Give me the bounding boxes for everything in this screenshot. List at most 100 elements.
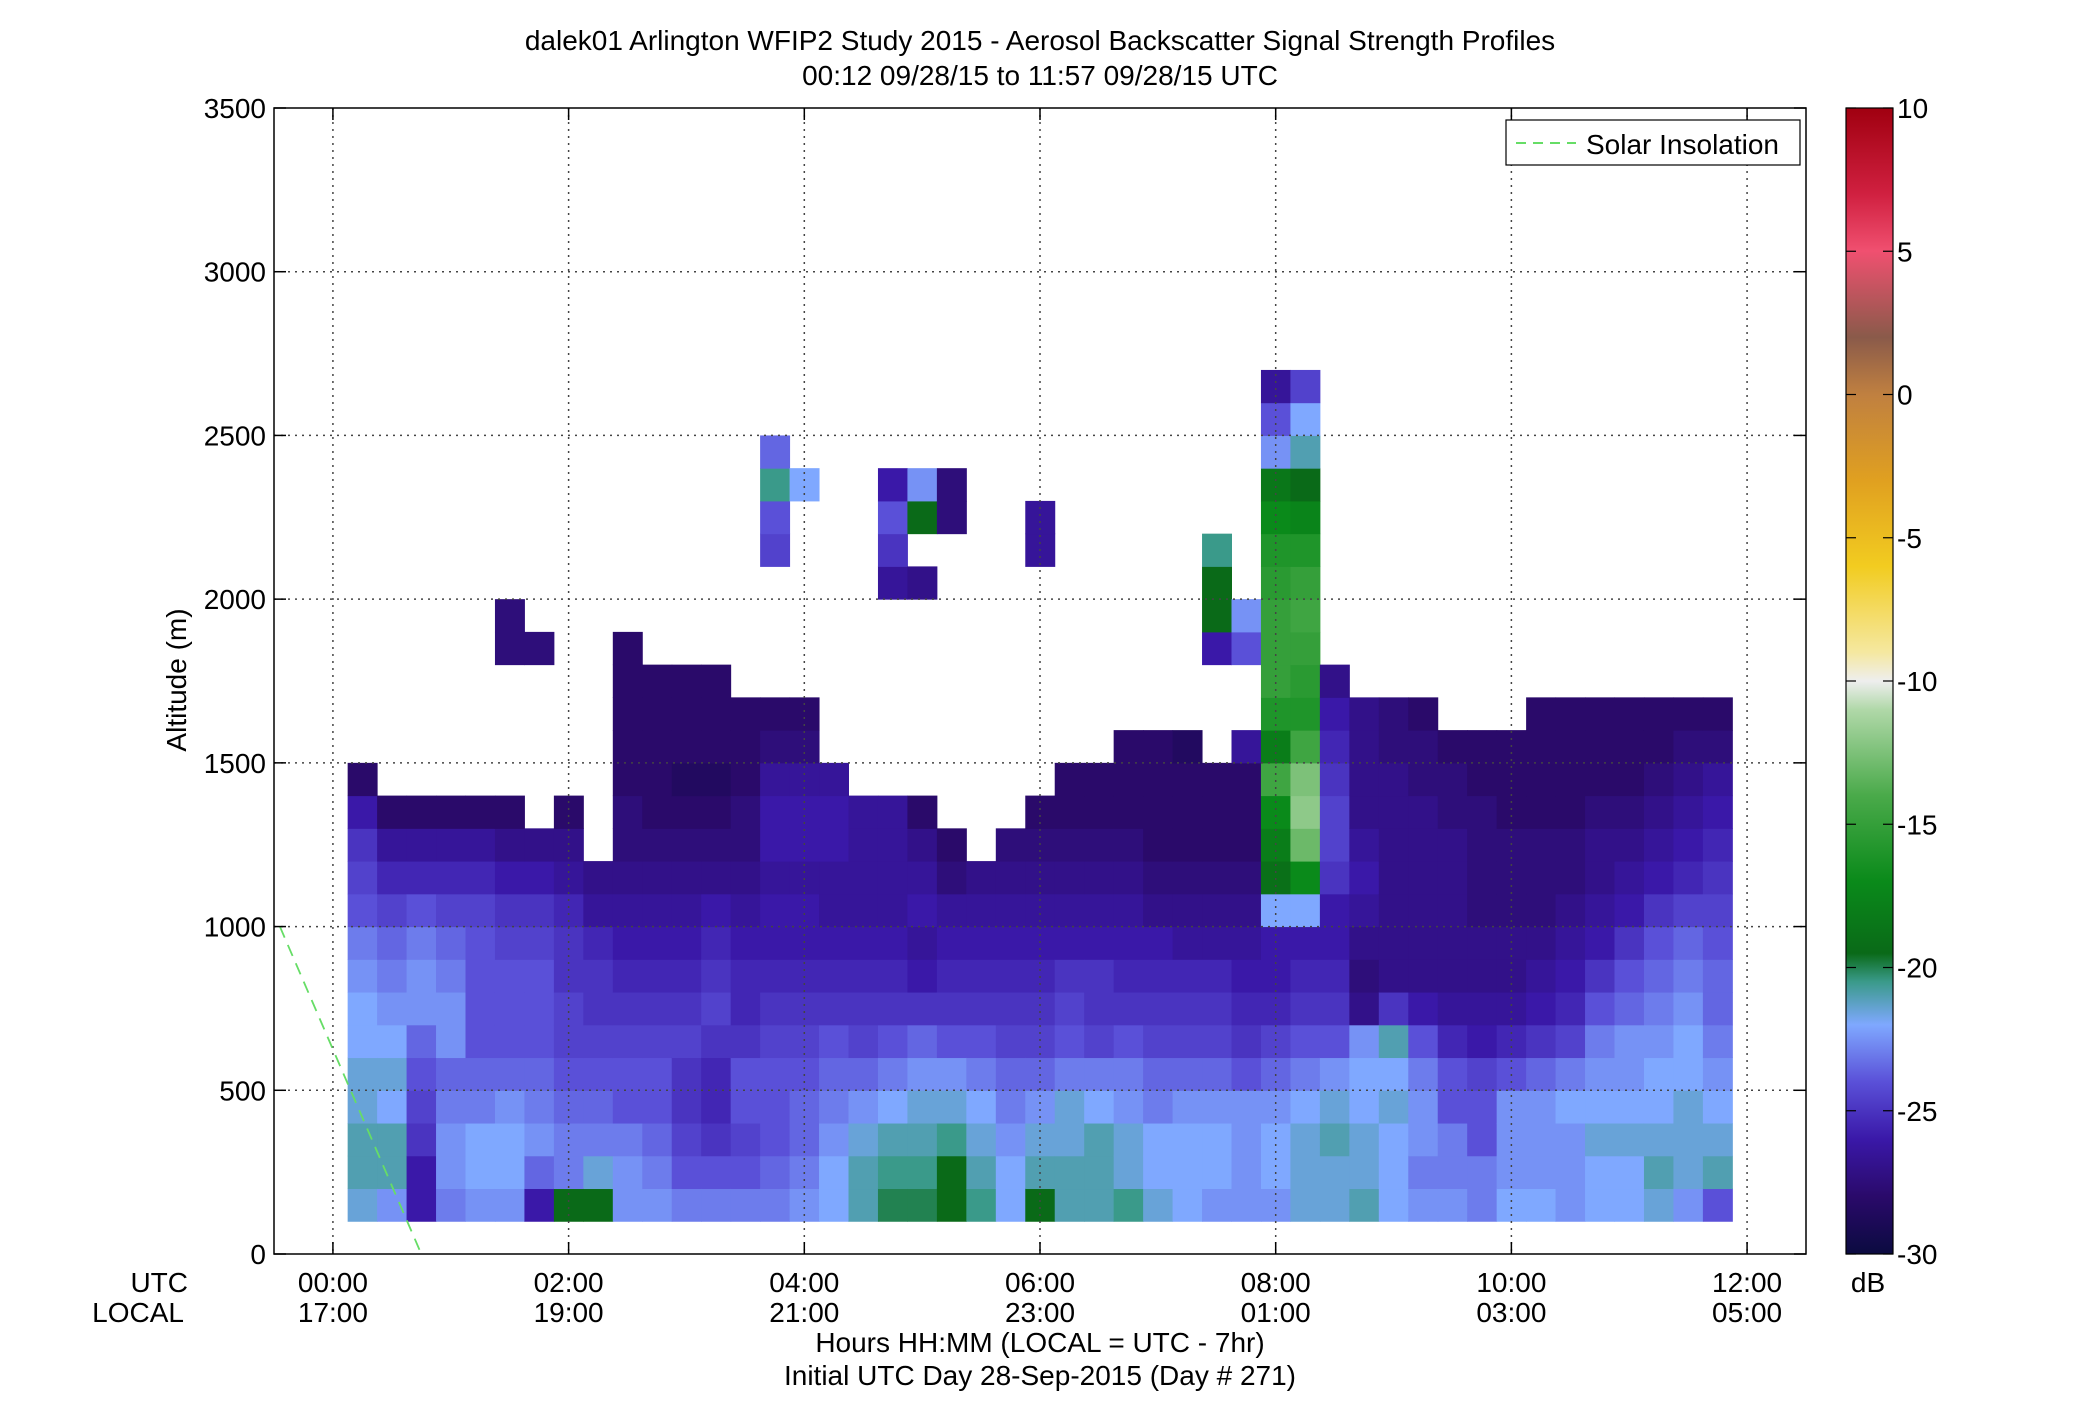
backscatter-cell — [701, 959, 732, 993]
backscatter-cell — [1172, 893, 1203, 928]
backscatter-cell — [1084, 861, 1115, 895]
backscatter-cell — [1290, 1188, 1321, 1222]
backscatter-cell — [1673, 730, 1704, 764]
backscatter-cell — [642, 1188, 673, 1222]
backscatter-cell — [377, 1090, 408, 1124]
backscatter-cell — [1231, 631, 1262, 666]
backscatter-cell — [1349, 926, 1380, 960]
backscatter-cell — [1290, 730, 1321, 764]
colorbar-tick-label: 0 — [1897, 380, 1913, 411]
backscatter-cell — [1673, 1090, 1704, 1124]
backscatter-cell — [1378, 926, 1409, 960]
backscatter-cell — [1054, 992, 1085, 1026]
backscatter-cell — [1585, 926, 1615, 960]
x-tick-label-local: 05:00 — [1712, 1297, 1782, 1328]
chart-subtitle: 00:12 09/28/15 to 11:57 09/28/15 UTC — [802, 60, 1278, 91]
backscatter-cell — [1054, 1188, 1085, 1222]
backscatter-cell — [1526, 1090, 1557, 1124]
backscatter-cell — [671, 664, 702, 698]
backscatter-cell — [1467, 730, 1498, 764]
backscatter-cell — [1084, 1057, 1115, 1091]
backscatter-cell — [1585, 1155, 1615, 1190]
backscatter-cell — [612, 1188, 643, 1222]
backscatter-cell — [612, 1090, 643, 1124]
backscatter-cell — [1349, 730, 1380, 764]
backscatter-cell — [553, 959, 584, 993]
backscatter-cell — [1378, 828, 1409, 862]
backscatter-cell — [1585, 1188, 1615, 1222]
backscatter-cell — [494, 861, 525, 895]
backscatter-cell — [1585, 697, 1615, 731]
backscatter-cell — [701, 1123, 732, 1157]
backscatter-cell — [701, 1024, 732, 1059]
backscatter-cell — [760, 500, 791, 535]
backscatter-cell — [936, 500, 967, 535]
backscatter-cell — [701, 893, 732, 928]
backscatter-cell — [1113, 762, 1144, 797]
backscatter-cell — [907, 828, 938, 862]
backscatter-cell — [1378, 730, 1409, 764]
backscatter-cell — [1378, 1057, 1409, 1091]
backscatter-cell — [1290, 1155, 1321, 1190]
backscatter-cell — [1408, 926, 1439, 960]
backscatter-cell — [1172, 1123, 1203, 1157]
backscatter-cell — [1290, 402, 1321, 436]
backscatter-cell — [1702, 959, 1733, 993]
backscatter-cell — [377, 861, 408, 895]
backscatter-cell — [1614, 828, 1645, 862]
x-tick-label-local: 17:00 — [298, 1297, 368, 1328]
backscatter-cell — [377, 893, 408, 928]
backscatter-cell — [1290, 959, 1321, 993]
backscatter-cell — [1702, 893, 1733, 928]
backscatter-cell — [1555, 730, 1586, 764]
legend: Solar Insolation — [1505, 119, 1801, 166]
backscatter-cell — [1054, 1090, 1085, 1124]
x-tick-label-utc: 12:00 — [1712, 1267, 1782, 1298]
backscatter-cell — [612, 828, 643, 862]
backscatter-cell — [671, 730, 702, 764]
backscatter-cell — [701, 992, 732, 1026]
backscatter-cell — [1172, 1090, 1203, 1124]
backscatter-cell — [612, 1155, 643, 1190]
backscatter-cell — [1202, 762, 1232, 797]
backscatter-cell — [1349, 697, 1380, 731]
backscatter-cell — [465, 1024, 496, 1059]
backscatter-cell — [1113, 1057, 1144, 1091]
backscatter-cell — [1378, 795, 1409, 829]
backscatter-cell — [760, 893, 791, 928]
backscatter-cell — [524, 959, 555, 993]
backscatter-cell — [1702, 1057, 1733, 1091]
backscatter-cell — [1467, 893, 1498, 928]
backscatter-cell — [377, 1155, 408, 1190]
backscatter-cell — [1614, 697, 1645, 731]
backscatter-cell — [1467, 926, 1498, 960]
backscatter-cell — [877, 533, 908, 567]
backscatter-cell — [524, 1057, 555, 1091]
backscatter-cell — [1290, 992, 1321, 1026]
backscatter-cell — [819, 762, 849, 797]
x-tick-label-local: 03:00 — [1476, 1297, 1546, 1328]
backscatter-cell — [1614, 959, 1645, 993]
backscatter-cell — [612, 893, 643, 928]
backscatter-cell — [966, 861, 997, 895]
backscatter-cell — [1585, 992, 1615, 1026]
backscatter-cell — [524, 1090, 555, 1124]
backscatter-cell — [1231, 762, 1262, 797]
backscatter-cell — [1614, 926, 1645, 960]
backscatter-cell — [1437, 730, 1468, 764]
backscatter-cell — [1143, 1123, 1174, 1157]
backscatter-cell — [760, 1024, 791, 1059]
backscatter-cell — [1231, 893, 1262, 928]
backscatter-cell — [907, 1090, 938, 1124]
backscatter-cell — [494, 893, 525, 928]
backscatter-cell — [1526, 828, 1557, 862]
backscatter-cell — [1290, 861, 1321, 895]
backscatter-cell — [1319, 828, 1350, 862]
backscatter-cell — [1467, 1123, 1498, 1157]
backscatter-cell — [1319, 1123, 1350, 1157]
backscatter-cell — [1143, 762, 1174, 797]
backscatter-cell — [701, 926, 732, 960]
backscatter-cell — [1408, 795, 1439, 829]
backscatter-cell — [1585, 762, 1615, 797]
backscatter-cell — [436, 959, 466, 993]
